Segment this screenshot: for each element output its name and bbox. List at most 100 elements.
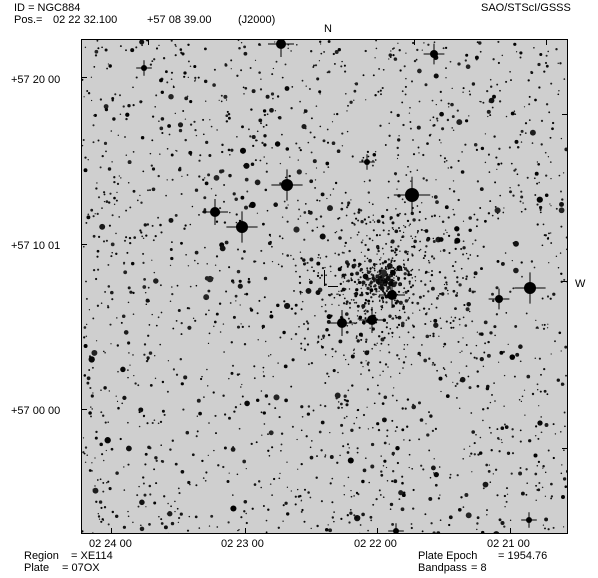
star [187, 43, 190, 46]
star [361, 479, 365, 484]
bright-star [359, 307, 385, 333]
star [268, 233, 272, 237]
star [104, 290, 107, 293]
star [520, 190, 523, 193]
star [260, 411, 263, 414]
star [277, 526, 280, 529]
star [365, 340, 368, 343]
star [524, 122, 528, 125]
star [267, 241, 272, 246]
star [341, 145, 344, 147]
star [314, 186, 317, 189]
star [172, 86, 175, 89]
star [236, 473, 239, 476]
star [343, 354, 345, 357]
star [412, 41, 415, 45]
star [160, 117, 165, 121]
star [536, 383, 539, 386]
star [302, 258, 306, 262]
star [360, 293, 364, 297]
star [343, 485, 345, 487]
star [340, 201, 344, 205]
star [204, 47, 207, 51]
star [325, 327, 329, 332]
star [243, 51, 248, 56]
star [565, 374, 567, 377]
star [549, 136, 552, 139]
star [102, 481, 105, 484]
star [94, 485, 96, 487]
star [294, 303, 298, 307]
star [259, 159, 262, 162]
star [187, 325, 192, 330]
star [560, 225, 563, 228]
star [505, 115, 508, 118]
star [484, 133, 487, 135]
star [535, 319, 537, 322]
star [129, 206, 132, 209]
star [422, 307, 426, 310]
plate-label: Plate [24, 562, 50, 574]
star [480, 100, 482, 103]
star [543, 323, 546, 326]
star [462, 506, 465, 508]
star [303, 238, 306, 241]
star [385, 326, 388, 329]
star [155, 47, 159, 50]
star [375, 278, 378, 282]
star [118, 216, 121, 218]
bright-star [388, 523, 404, 533]
star [419, 354, 422, 357]
star [429, 414, 433, 418]
star [490, 449, 493, 452]
star [254, 159, 257, 162]
star [108, 487, 112, 491]
star [125, 49, 127, 52]
star [115, 199, 118, 202]
star [401, 407, 404, 410]
star [567, 51, 568, 53]
star [426, 142, 429, 145]
star [453, 213, 456, 216]
star [180, 469, 185, 474]
star [157, 422, 160, 425]
star [301, 79, 304, 82]
star [213, 320, 217, 324]
star [274, 110, 277, 112]
star [223, 200, 225, 203]
star [213, 325, 215, 328]
star [264, 394, 269, 398]
star [335, 231, 338, 233]
star [400, 507, 405, 512]
star [489, 78, 492, 81]
star [527, 79, 530, 82]
star [439, 519, 442, 522]
star [230, 371, 234, 375]
star [297, 218, 300, 220]
star [268, 402, 271, 406]
star [458, 318, 461, 321]
star [331, 141, 336, 146]
star [353, 422, 356, 425]
star [163, 413, 166, 416]
star [248, 204, 252, 208]
star [254, 179, 261, 186]
star [465, 512, 472, 519]
star [298, 208, 301, 211]
star [457, 198, 460, 202]
star [103, 200, 106, 203]
star [312, 409, 315, 412]
star [384, 419, 386, 421]
star [355, 322, 358, 324]
star [167, 360, 170, 362]
dec-tick-2 [81, 244, 87, 245]
star [555, 207, 558, 210]
star [381, 221, 385, 224]
star [129, 364, 131, 366]
star [324, 455, 326, 458]
star [566, 469, 567, 473]
star [96, 479, 99, 481]
star [136, 494, 139, 497]
star [373, 267, 376, 270]
star [444, 229, 447, 231]
